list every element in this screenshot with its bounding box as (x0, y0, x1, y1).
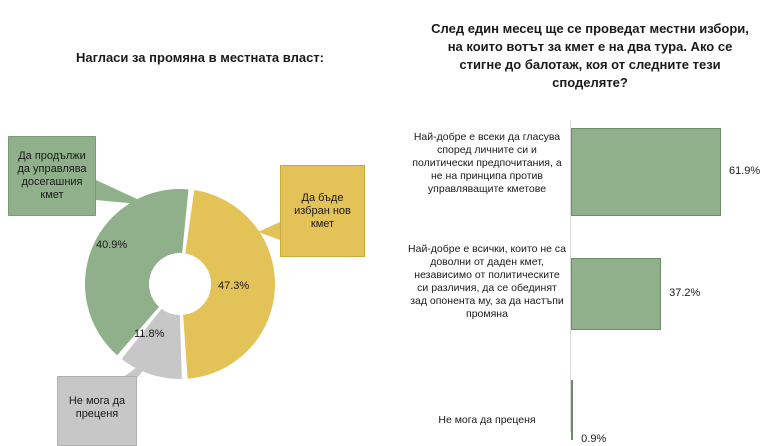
slice-label-cannot-judge: 11.8% (134, 328, 165, 340)
donut-chart (83, 180, 280, 381)
bar-value-label-3: 0.9% (581, 433, 607, 445)
bar-1 (571, 128, 721, 216)
callout-pointer-keep-mayor (96, 180, 150, 205)
bar-value-label-2: 37.2% (669, 287, 701, 299)
bar-category-label-3: Не мога да преценя (438, 414, 536, 426)
donut-slice-keep-mayor (83, 187, 191, 359)
donut-slice-new-mayor (181, 187, 277, 381)
bar-category-label-2: Най-добре е всички, които не са доволни … (408, 243, 566, 320)
donut-slice-cannot-judge (118, 306, 184, 381)
bar-value-label-1: 61.9% (729, 165, 761, 177)
bar-axis-line (570, 120, 571, 432)
bar-2 (571, 258, 662, 330)
slice-label-keep-mayor: 40.9% (96, 239, 128, 251)
bar-category-label-1: Най-добре е всеки да гласува според личн… (412, 131, 562, 195)
callout-keep-mayor: Да продължи да управлява досегашния кмет (8, 136, 96, 216)
bar-3 (571, 380, 574, 440)
callout-cannot-judge: Не мога да преценя (57, 376, 137, 446)
slice-label-new-mayor: 47.3% (218, 280, 250, 292)
callout-pointer-new-mayor (258, 222, 280, 240)
left-chart-title: Нагласи за промяна в местната власт: (75, 50, 325, 65)
callout-pointer-cannot-judge (122, 350, 160, 378)
right-chart-title: След един месец ще се проведат местни из… (431, 21, 749, 90)
callout-new-mayor: Да бъде избран нов кмет (280, 165, 365, 257)
